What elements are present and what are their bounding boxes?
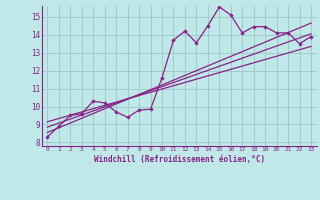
- X-axis label: Windchill (Refroidissement éolien,°C): Windchill (Refroidissement éolien,°C): [94, 155, 265, 164]
